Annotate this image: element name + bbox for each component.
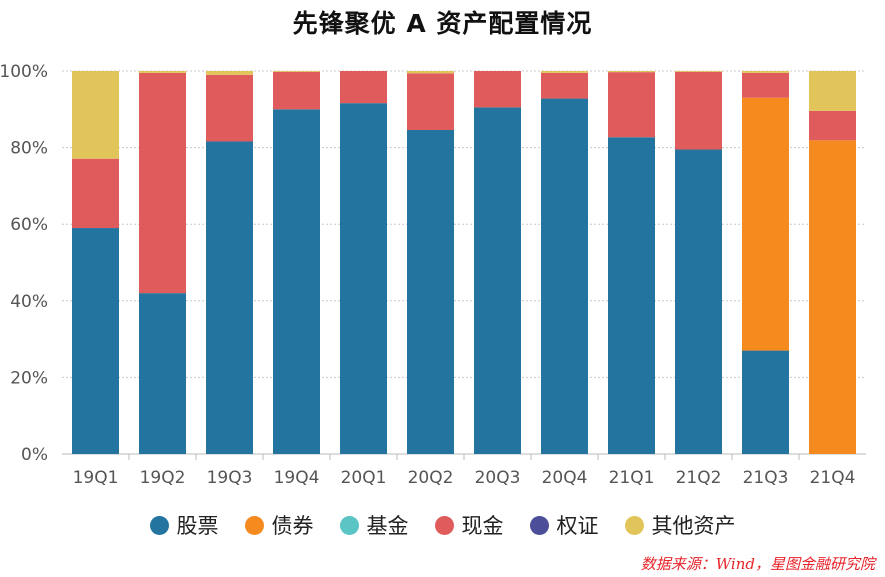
bar-segment <box>675 71 722 150</box>
bar-segment <box>340 103 387 454</box>
bar-segment <box>139 72 186 294</box>
bar-segment <box>742 72 789 98</box>
bar-segment <box>273 109 320 455</box>
bar-segment <box>273 71 320 72</box>
bar-segment <box>742 350 789 454</box>
bar-segment <box>742 71 789 73</box>
y-tick-label: 100% <box>0 62 48 82</box>
y-tick-label: 60% <box>10 215 48 235</box>
bar-segment <box>742 97 789 351</box>
y-tick-label: 80% <box>10 139 48 159</box>
bar-segment <box>474 107 521 454</box>
bar-segment <box>72 158 119 229</box>
legend-swatch <box>624 515 644 535</box>
chart-title: 先锋聚优 A 资产配置情况 <box>292 9 593 38</box>
bar-segment <box>608 137 655 454</box>
legend-item: 债券 <box>244 510 314 540</box>
x-tick-label: 20Q3 <box>475 468 521 488</box>
bar-segment <box>206 74 253 142</box>
bar-segment <box>206 71 253 75</box>
x-tick-label: 19Q3 <box>207 468 253 488</box>
legend-swatch <box>434 515 454 535</box>
bar-segment <box>809 140 856 454</box>
x-tick-label: 19Q4 <box>274 468 320 488</box>
bar-segment <box>541 98 588 455</box>
x-tick-label: 19Q2 <box>140 468 186 488</box>
chart-legend: 股票 债券 基金 现金 权证 其他资产 <box>0 510 885 540</box>
x-tick-label: 21Q3 <box>743 468 789 488</box>
bar-segment <box>273 71 320 110</box>
legend-label: 债券 <box>271 514 314 538</box>
legend-label: 股票 <box>176 514 219 538</box>
bar-segment <box>608 72 655 138</box>
legend-item: 股票 <box>149 510 219 540</box>
x-tick-label: 20Q4 <box>542 468 588 488</box>
legend-swatch <box>244 515 264 535</box>
bar-segment <box>139 293 186 454</box>
legend-label: 其他资产 <box>651 514 736 538</box>
y-tick-label: 0% <box>21 445 48 465</box>
legend-item: 权证 <box>529 510 599 540</box>
x-tick-label: 19Q1 <box>73 468 119 488</box>
legend-swatch <box>529 515 549 535</box>
bar-segment <box>675 71 722 72</box>
bar-segment <box>809 71 856 111</box>
bar-segment <box>72 71 119 159</box>
bar-segment <box>407 73 454 130</box>
x-tick-label: 21Q1 <box>609 468 655 488</box>
x-tick-label: 21Q4 <box>810 468 856 488</box>
bar-segment <box>809 110 856 141</box>
y-tick-label: 40% <box>10 292 48 312</box>
bar-segment <box>541 72 588 99</box>
bar-segment <box>474 71 521 108</box>
bar-segment <box>72 228 119 454</box>
legend-label: 现金 <box>461 514 504 538</box>
y-tick-label: 20% <box>10 368 48 388</box>
source-note: 数据来源：Wind，星图金融研究院 <box>640 555 875 573</box>
bar-segment <box>675 149 722 454</box>
legend-swatch <box>339 515 359 535</box>
legend-label: 基金 <box>366 514 409 538</box>
bar-segment <box>608 71 655 73</box>
x-tick-label: 20Q1 <box>341 468 387 488</box>
legend-item: 基金 <box>339 510 409 540</box>
x-tick-label: 21Q2 <box>676 468 722 488</box>
bar-segment <box>139 71 186 73</box>
bar-segment <box>407 129 454 454</box>
bar-segment <box>541 71 588 73</box>
bar-segment <box>340 71 387 104</box>
bar-segment <box>206 141 253 455</box>
x-tick-label: 20Q2 <box>408 468 454 488</box>
bar-segment <box>407 71 454 74</box>
legend-swatch <box>149 515 169 535</box>
legend-item: 其他资产 <box>624 510 736 540</box>
legend-label: 权证 <box>556 514 599 538</box>
legend-item: 现金 <box>434 510 504 540</box>
